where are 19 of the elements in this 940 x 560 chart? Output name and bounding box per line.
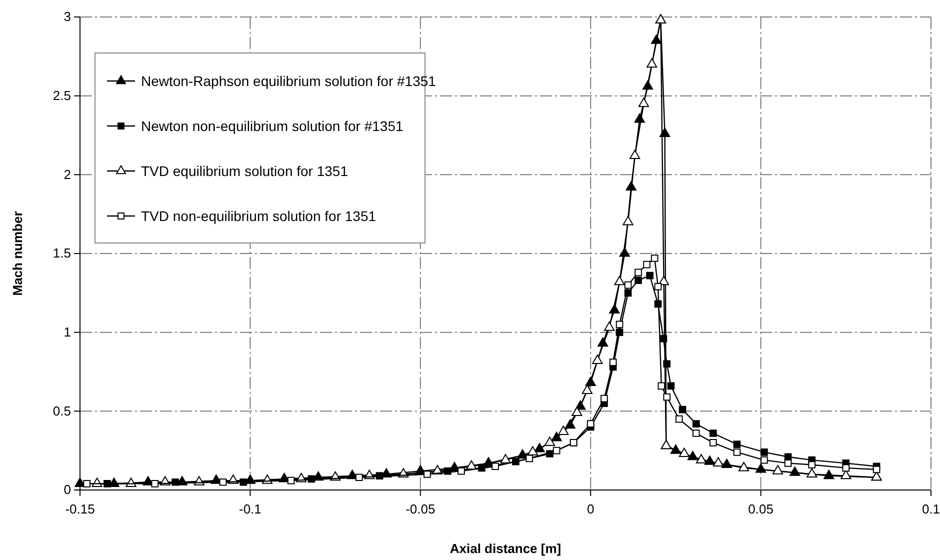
x-axis-title: Axial distance [m] [450,541,562,556]
y-tick-label: 2 [64,166,71,182]
y-tick-label: 0.5 [52,403,71,418]
x-tick-label: 0.1 [922,501,940,516]
x-tick-label: -0.05 [406,501,436,516]
x-tick-label: -0.15 [65,501,95,516]
y-tick-label: 1 [64,324,71,340]
x-tick-label: 0 [586,501,594,516]
y-tick-label: 0 [64,482,71,498]
x-tick-label: 0.05 [748,501,774,516]
x-tick-label: -0.1 [238,501,262,516]
legend-label: Newton non-equilibrium solution for #1351 [141,118,404,134]
y-tick-label: 3 [64,9,71,24]
y-tick-label: 2.5 [52,88,71,103]
legend-label: Newton-Raphson equilibrium solution for #1351 [141,72,436,89]
legend-label: TVD non-equilibrium solution for 1351 [141,208,376,224]
y-axis-title: Mach number [10,211,25,296]
y-tick-label: 1.5 [52,246,71,261]
legend-label: TVD equilibrium solution for 1351 [141,162,348,179]
